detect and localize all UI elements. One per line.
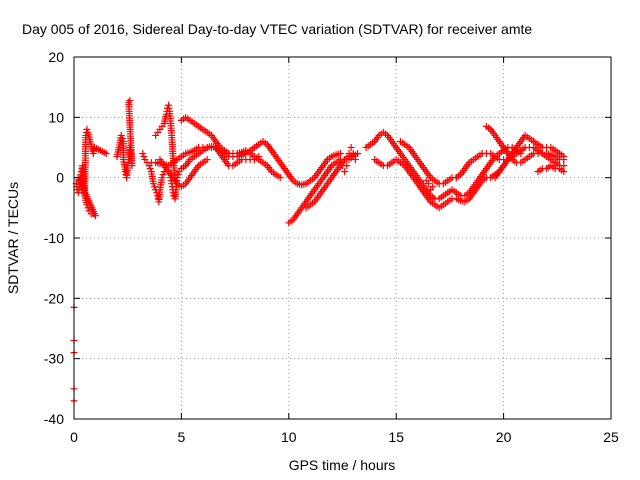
data-point bbox=[78, 183, 86, 191]
data-point bbox=[159, 171, 167, 179]
data-point bbox=[117, 131, 125, 139]
data-point bbox=[76, 180, 84, 188]
x-tick-label: 0 bbox=[70, 429, 78, 445]
data-point bbox=[158, 174, 166, 182]
y-tick-label: -40 bbox=[44, 411, 64, 427]
data-point bbox=[170, 192, 178, 200]
data-point bbox=[173, 180, 181, 188]
data-point bbox=[560, 162, 568, 170]
data-point bbox=[140, 153, 148, 161]
data-point bbox=[83, 125, 91, 133]
chart-title: Day 005 of 2016, Sidereal Day-to-day VTE… bbox=[22, 21, 532, 37]
data-point bbox=[102, 150, 110, 158]
data-point bbox=[347, 144, 355, 151]
y-tick-label: -20 bbox=[44, 290, 64, 306]
x-tick-label: 15 bbox=[388, 429, 404, 445]
y-tick-label: -10 bbox=[44, 230, 64, 246]
y-axis-label: SDTVAR / TECUs bbox=[5, 182, 21, 294]
y-tick-label: 10 bbox=[48, 109, 64, 125]
grid-lines bbox=[74, 57, 611, 419]
y-tick-label: 20 bbox=[48, 49, 64, 65]
data-point bbox=[276, 174, 284, 182]
data-points bbox=[70, 96, 568, 405]
x-tick-label: 20 bbox=[496, 429, 512, 445]
data-point bbox=[429, 183, 437, 191]
x-tick-label: 10 bbox=[281, 429, 297, 445]
data-point bbox=[149, 180, 157, 188]
data-point bbox=[336, 150, 344, 158]
data-point bbox=[151, 183, 159, 191]
data-point bbox=[343, 162, 351, 170]
data-point bbox=[560, 168, 568, 176]
data-point bbox=[203, 156, 211, 164]
x-tick-label: 5 bbox=[178, 429, 186, 445]
x-axis-ticks: 0 5 10 15 20 25 bbox=[70, 57, 619, 445]
data-point bbox=[341, 168, 349, 176]
y-axis-ticks: 20 10 0 -10 -20 -30 -40 bbox=[44, 49, 611, 427]
data-point bbox=[118, 134, 126, 142]
data-point bbox=[139, 150, 147, 158]
y-tick-label: 0 bbox=[56, 170, 64, 186]
data-point bbox=[349, 150, 357, 158]
data-point bbox=[424, 180, 432, 188]
data-point bbox=[351, 156, 359, 164]
data-point bbox=[146, 165, 154, 173]
x-tick-label: 25 bbox=[603, 429, 619, 445]
data-point bbox=[174, 171, 182, 179]
data-point bbox=[336, 156, 344, 164]
data-point bbox=[126, 96, 134, 104]
x-axis-label: GPS time / hours bbox=[289, 457, 396, 473]
data-point bbox=[145, 162, 153, 170]
y-tick-label: -30 bbox=[44, 351, 64, 367]
data-point bbox=[160, 168, 168, 176]
data-point bbox=[560, 153, 568, 161]
